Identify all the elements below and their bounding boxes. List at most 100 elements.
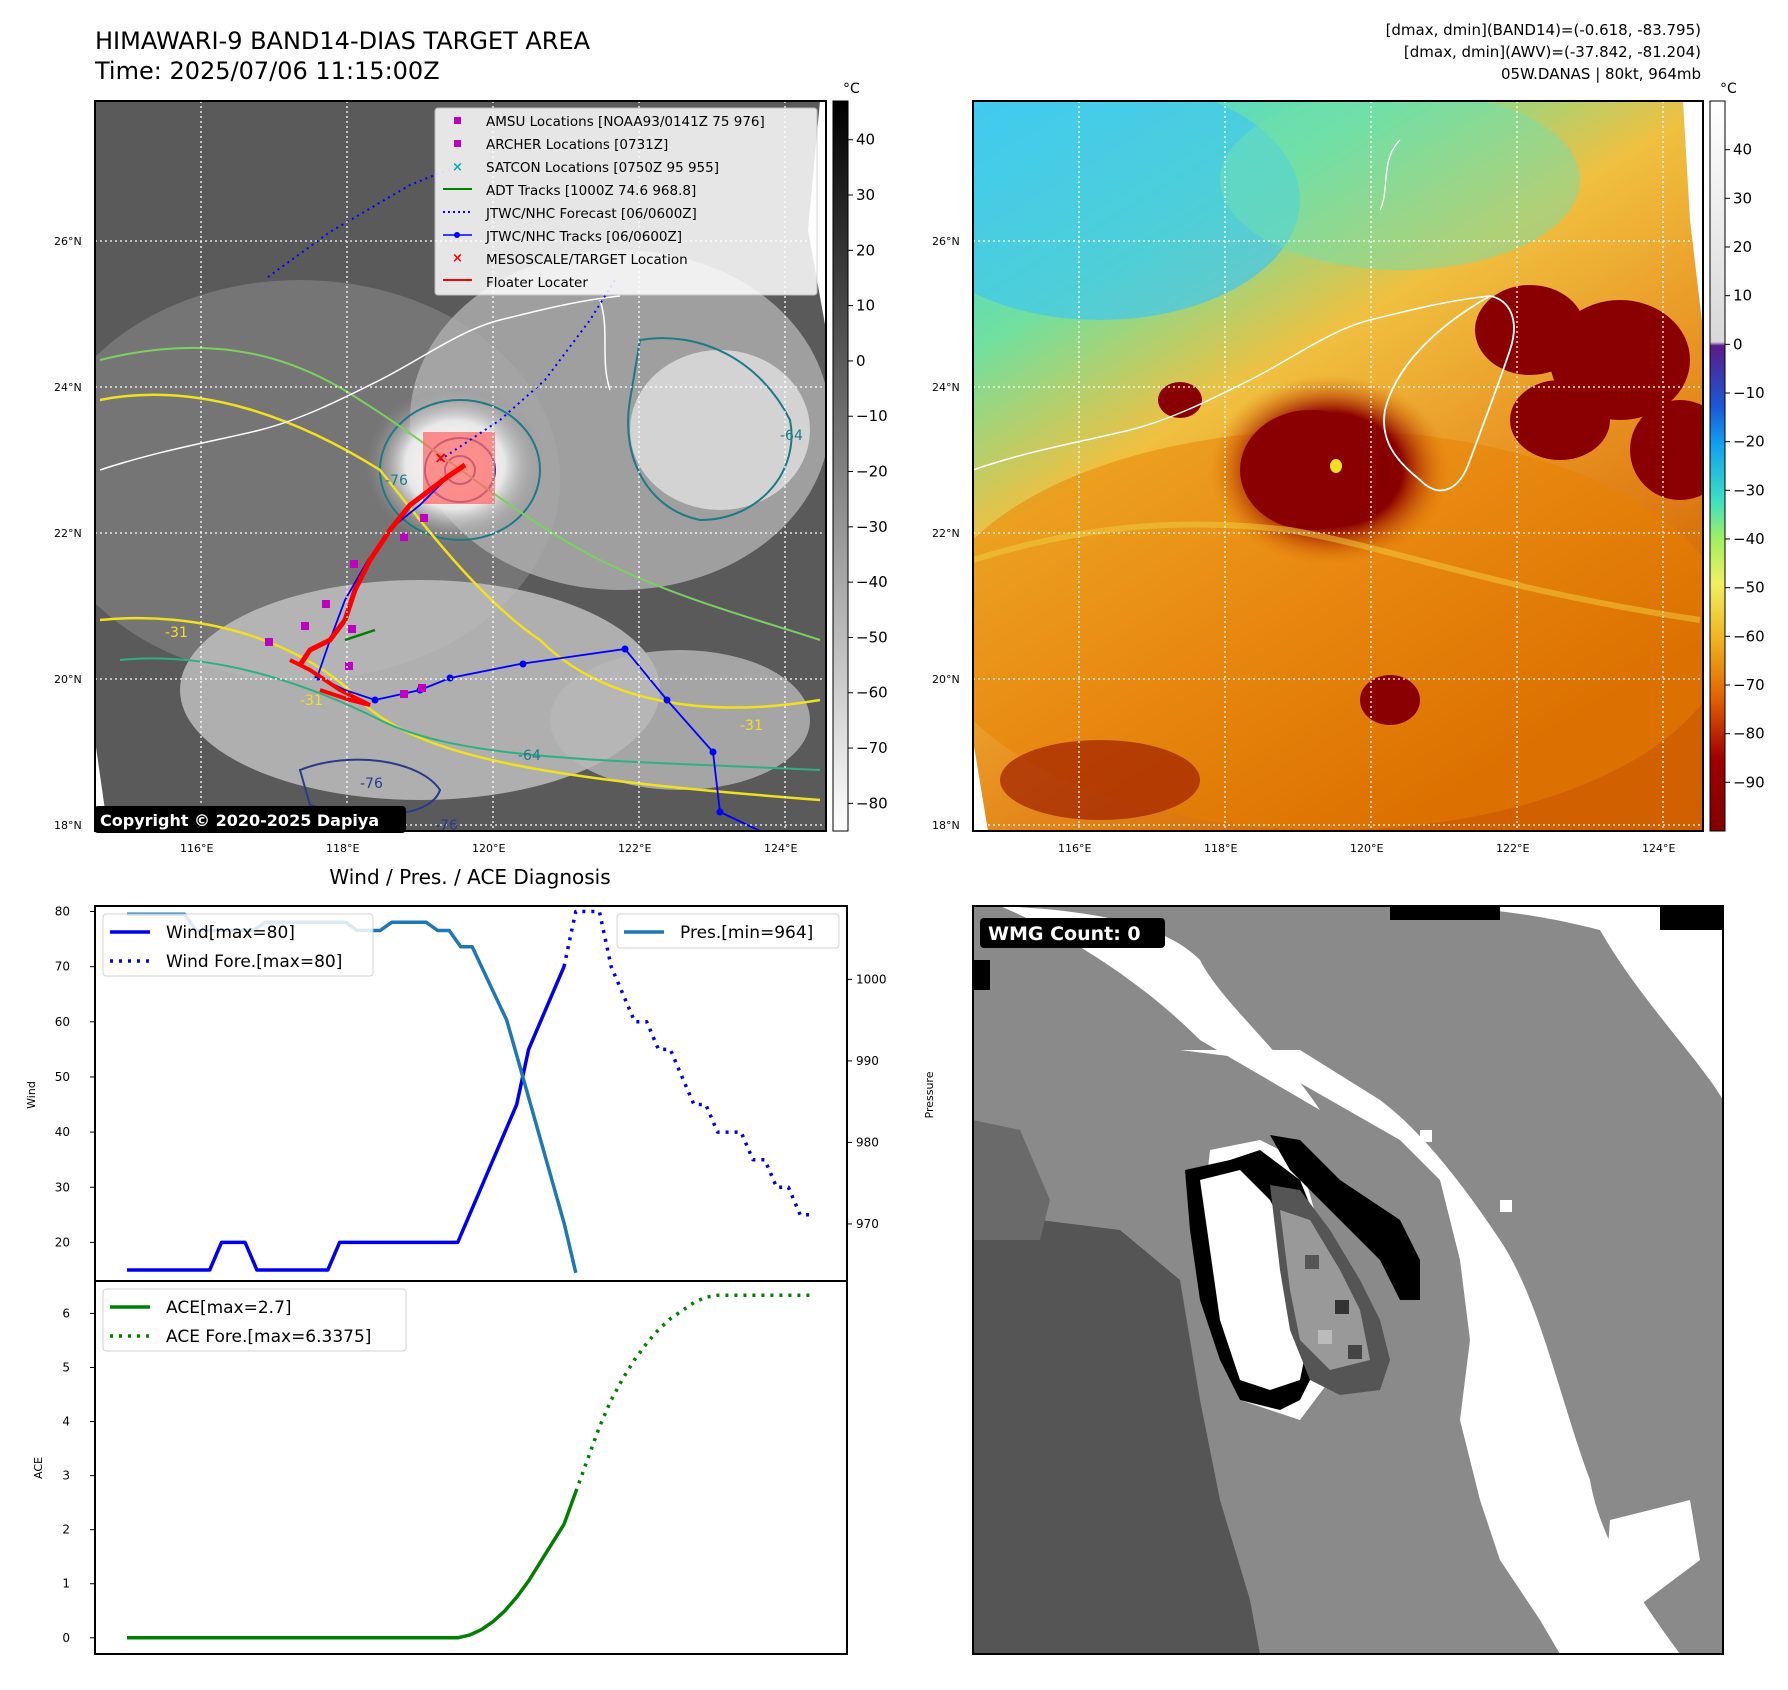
legend-marker <box>454 117 461 124</box>
y-tick-label: 970 <box>856 1217 879 1231</box>
legend-label-wind-fore: Wind Fore.[max=80] <box>166 952 342 972</box>
series-line-wind <box>127 966 566 1272</box>
wind-pressure-panel: Wind Pressure 20 30 40 50 60 70 80 970 980 990 10… <box>25 905 936 1282</box>
colorbar-tick-label: −40 <box>856 573 888 591</box>
colorbar-tick-label: −40 <box>1733 530 1765 548</box>
lon-label: 122°E <box>1496 842 1529 855</box>
y-tick-label: 980 <box>856 1135 879 1149</box>
lon-label: 124°E <box>764 842 797 855</box>
colorbar-tick-label: 30 <box>856 186 875 204</box>
colorbar-tick-label: 20 <box>1733 238 1752 256</box>
legend-label-ace-fore: ACE Fore.[max=6.3375] <box>166 1327 371 1347</box>
copyright-badge <box>94 806 406 833</box>
contour-label: -64 <box>518 748 541 764</box>
colorbar-tick-label: 10 <box>1733 287 1752 305</box>
colorbar-tick-label: 0 <box>856 352 866 370</box>
colorbar-tick-label: −20 <box>1733 433 1765 451</box>
map-legend: × × AMSU Locations [NOAA93/0141Z 75 976]… <box>434 107 818 296</box>
contour-label: -31 <box>740 718 763 734</box>
chart-title-line-2: Time: 2025/07/06 11:15:00Z <box>95 57 440 85</box>
colorbar-tick-label: −30 <box>856 518 888 536</box>
legend-marker <box>454 140 461 147</box>
colorbar-tick-label: 30 <box>1733 189 1752 207</box>
legend-label: ADT Tracks [1000Z 74.6 968.8] <box>486 183 696 199</box>
lat-label: 22°N <box>932 527 960 540</box>
y-tick-label: 5 <box>62 1360 70 1374</box>
ir-map-panel: × -76 -64 -31 -31 -76 -64 -31 -76 <box>94 100 827 832</box>
legend-marker: × <box>452 251 463 266</box>
y-tick-label: 60 <box>55 1015 70 1029</box>
colorbar-tick-label: −20 <box>856 463 888 481</box>
y-tick-label: 3 <box>62 1469 70 1483</box>
series-line-wind-fore <box>562 909 812 1217</box>
colorbar-unit: °C <box>1720 81 1737 97</box>
contour-label: -76 <box>385 473 408 489</box>
lat-label: 26°N <box>54 235 82 248</box>
legend-label: AMSU Locations [NOAA93/0141Z 75 976] <box>486 114 765 130</box>
legend-label: Floater Locater <box>486 275 588 291</box>
lat-label: 26°N <box>932 235 960 248</box>
y-tick-label: 80 <box>55 905 70 919</box>
contour-label: -31 <box>165 625 188 641</box>
colorbar-tick-label: 0 <box>1733 335 1743 353</box>
ace-legend: ACE[max=2.7] ACE Fore.[max=6.3375] <box>102 1288 407 1352</box>
lat-label: 24°N <box>932 381 960 394</box>
y-tick-label: 2 <box>62 1523 70 1537</box>
series-line-ace-fore <box>574 1293 812 1493</box>
ace-panel: ACE 0 1 2 3 4 5 6 ACE[max=2.7] ACE Fore.[max=6… <box>32 1280 848 1655</box>
wv-colorbar: °C 40 30 20 10 0 −10 −20 −30 −40 −50 −60 −70 −80 −90 <box>1709 81 1765 832</box>
colorbar-tick-label: −60 <box>856 684 888 702</box>
colorbar-unit: °C <box>843 81 860 97</box>
contour-label: -64 <box>780 428 803 444</box>
lon-label: 124°E <box>1642 842 1675 855</box>
legend-label-pres: Pres.[min=964] <box>680 923 813 943</box>
wmg-count: WMG Count: 0 <box>988 923 1141 945</box>
y-tick-label: 40 <box>55 1125 70 1139</box>
lon-label: 118°E <box>1204 842 1237 855</box>
lon-label: 116°E <box>1058 842 1091 855</box>
colorbar-tick-label: −10 <box>856 407 888 425</box>
legend-label-wind: Wind[max=80] <box>166 923 295 943</box>
wmg-badge <box>980 918 1165 948</box>
copyright-text: Copyright © 2020-2025 Dapiya <box>100 811 379 830</box>
info-line-3: 05W.DANAS | 80kt, 964mb <box>1500 65 1701 83</box>
chart-title-line-1: HIMAWARI-9 BAND14-DIAS TARGET AREA <box>95 27 591 55</box>
colorbar-tick-label: −50 <box>1733 579 1765 597</box>
legend-label: JTWC/NHC Forecast [06/0600Z] <box>485 206 697 222</box>
wv-map-panel <box>972 100 1704 832</box>
lat-label: 20°N <box>932 673 960 686</box>
lat-label: 20°N <box>54 673 82 686</box>
legend-label: SATCON Locations [0750Z 95 955] <box>486 160 719 176</box>
wmg-panel <box>972 905 1724 1655</box>
y-tick-label: 30 <box>55 1180 70 1194</box>
legend-label: ARCHER Locations [0731Z] <box>486 137 668 153</box>
lon-label: 122°E <box>618 842 651 855</box>
y-tick-label: 0 <box>62 1631 70 1645</box>
y-tick-label: 6 <box>62 1306 70 1320</box>
lat-label: 22°N <box>54 527 82 540</box>
lon-label: 120°E <box>472 842 505 855</box>
contour-label: -31 <box>300 693 323 709</box>
y-tick-label: 70 <box>55 960 70 974</box>
pressure-axis-label: Pressure <box>923 1071 936 1118</box>
colorbar-tick-label: −70 <box>856 739 888 757</box>
colorbar-tick-label: 10 <box>856 297 875 315</box>
ace-axis-label: ACE <box>32 1457 45 1479</box>
legend-marker: × <box>452 160 463 175</box>
colorbar-tick-label: −30 <box>1733 481 1765 499</box>
legend-label: JTWC/NHC Tracks [06/0600Z] <box>485 229 682 245</box>
colorbar-tick-label: 40 <box>856 131 875 149</box>
wind-axis-label: Wind <box>25 1081 38 1109</box>
wind-legend: Wind[max=80] Wind Fore.[max=80] <box>102 913 374 977</box>
lon-label: 118°E <box>326 842 359 855</box>
info-line-2: [dmax, dmin](AWV)=(-37.842, -81.204) <box>1403 43 1701 61</box>
pressure-legend: Pres.[min=964] <box>616 913 840 949</box>
lat-label: 18°N <box>932 819 960 832</box>
colorbar-tick-label: −70 <box>1733 676 1765 694</box>
y-tick-label: 50 <box>55 1070 70 1084</box>
colorbar-tick-label: −80 <box>856 794 888 812</box>
lon-label: 116°E <box>180 842 213 855</box>
ir-colorbar: °C 40 30 20 10 0 −10 −20 −30 −40 −50 −60 −70 −80 <box>832 81 888 832</box>
colorbar-tick-label: −80 <box>1733 725 1765 743</box>
